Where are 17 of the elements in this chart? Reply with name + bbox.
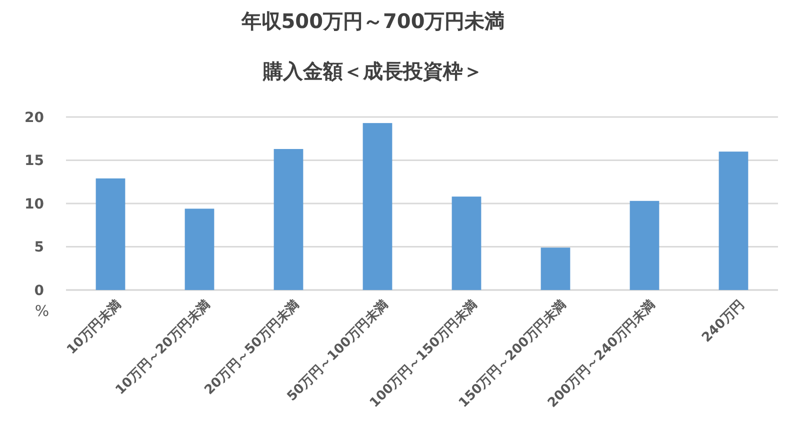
y-tick-label: 0 [34, 282, 44, 299]
x-tick-label: 10万円未満 [64, 297, 125, 358]
bar [452, 196, 482, 290]
chart-subtitle: 購入金額＜成長投資枠＞ [262, 59, 483, 83]
bar [718, 152, 748, 290]
bar [274, 149, 304, 290]
y-tick-label: 20 [24, 110, 44, 126]
bar [362, 123, 392, 290]
y-tick-label: 5 [34, 240, 44, 256]
bar [96, 178, 126, 290]
bar [184, 208, 214, 290]
y-axis-title: % [34, 302, 50, 320]
chart-title: 年収500万円～700万円未満 [240, 9, 505, 33]
y-tick-label: 15 [24, 153, 44, 170]
y-tick-label: 10 [24, 196, 44, 212]
bar [540, 248, 570, 290]
bar [630, 200, 660, 290]
